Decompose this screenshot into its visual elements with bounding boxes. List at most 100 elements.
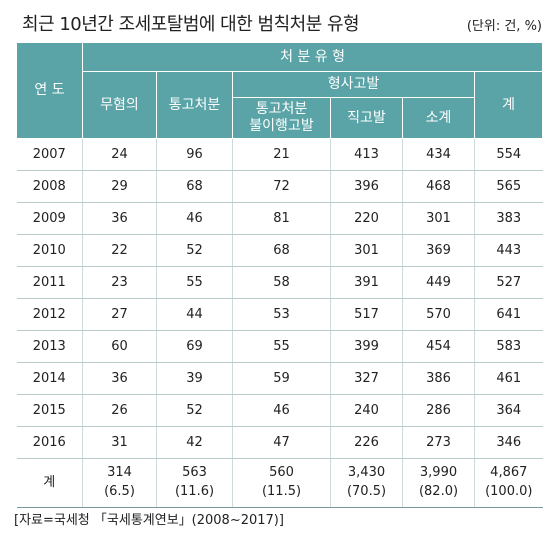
table-row: 2015 26 52 46 240 286 364 [16,394,543,427]
cell-notice: 69 [156,330,233,363]
cell-year: 2015 [16,394,83,427]
cell-non-compliance: 46 [232,394,331,427]
cell-notice: 52 [156,234,233,267]
cell-subtotal: 369 [402,234,475,267]
cell-non-compliance: 68 [232,234,331,267]
table-row: 2007 24 96 21 413 434 554 [16,138,543,171]
total-cell-no-charge: 314 (6.5) [82,458,157,508]
header-subtotal: 소계 [402,97,475,139]
cell-direct: 391 [330,266,403,299]
cell-subtotal: 286 [402,394,475,427]
unit-label: (단위: 건, %) [466,19,542,34]
table-row: 2008 29 68 72 396 468 565 [16,170,543,203]
cell-notice: 96 [156,138,233,171]
cell-total: 565 [473,170,543,203]
cell-subtotal: 301 [402,202,475,235]
cell-total: 583 [473,330,543,363]
cell-direct: 301 [330,234,403,267]
header-notice: 통고처분 [156,71,233,139]
cell-no-charge: 36 [82,202,157,235]
cell-total: 461 [473,362,543,395]
cell-total: 383 [473,202,543,235]
cell-year: 2016 [16,426,83,459]
cell-total: 641 [473,298,543,331]
cell-year: 2014 [16,362,83,395]
table-row: 2009 36 46 81 220 301 383 [16,202,543,235]
cell-no-charge: 27 [82,298,157,331]
total-cell-subtotal: 3,990 (82.0) [402,458,475,508]
header-disposition-type: 처 분 유 형 [81,42,544,72]
cell-direct: 240 [330,394,403,427]
cell-non-compliance: 55 [232,330,331,363]
header-year: 연 도 [16,42,83,139]
cell-direct: 220 [330,202,403,235]
total-cell-notice: 563 (11.6) [156,458,233,508]
total-cell-label: 계 [16,458,83,508]
cell-direct: 399 [330,330,403,363]
cell-direct: 226 [330,426,403,459]
cell-total: 554 [473,138,543,171]
cell-no-charge: 36 [82,362,157,395]
cell-non-compliance: 58 [232,266,331,299]
cell-subtotal: 273 [402,426,475,459]
table-body: 2007 24 96 21 413 434 554 2008 29 68 72 396 468 565 20… [16,138,543,508]
cell-non-compliance: 53 [232,298,331,331]
cell-total: 364 [473,394,543,427]
cell-no-charge: 24 [82,138,157,171]
cell-non-compliance: 47 [232,426,331,459]
header-criminal-complaint: 형사고발 [232,71,475,98]
header-total: 계 [473,71,544,139]
cell-notice: 68 [156,170,233,203]
cell-year: 2012 [16,298,83,331]
header-no-charge: 무혐의 [82,71,157,139]
cell-no-charge: 26 [82,394,157,427]
cell-direct: 327 [330,362,403,395]
cell-non-compliance: 81 [232,202,331,235]
header-direct: 직고발 [330,97,403,139]
cell-direct: 517 [330,298,403,331]
cell-year: 2008 [16,170,83,203]
cell-notice: 55 [156,266,233,299]
cell-direct: 413 [330,138,403,171]
cell-total: 346 [473,426,543,459]
page-title: 최근 10년간 조세포탈범에 대한 범칙처분 유형 [22,14,360,35]
header-non-compliance: 통고처분 불이행고발 [232,97,331,139]
total-cell-non-compliance: 560 (11.5) [232,458,331,508]
cell-non-compliance: 72 [232,170,331,203]
cell-non-compliance: 59 [232,362,331,395]
cell-no-charge: 60 [82,330,157,363]
cell-no-charge: 29 [82,170,157,203]
table-row: 2016 31 42 47 226 273 346 [16,426,543,459]
table-row: 2014 36 39 59 327 386 461 [16,362,543,395]
cell-subtotal: 434 [402,138,475,171]
table-row: 2010 22 52 68 301 369 443 [16,234,543,267]
cell-subtotal: 570 [402,298,475,331]
cell-year: 2013 [16,330,83,363]
cell-non-compliance: 21 [232,138,331,171]
cell-year: 2010 [16,234,83,267]
source-note: [자료=국세청 「국세통계연보」(2008~2017)] [14,513,284,528]
cell-no-charge: 22 [82,234,157,267]
cell-direct: 396 [330,170,403,203]
cell-notice: 44 [156,298,233,331]
table-row: 2012 27 44 53 517 570 641 [16,298,543,331]
total-cell-total: 4,867 (100.0) [473,458,543,508]
disposition-table: 연 도 처 분 유 형 무혐의 통고처분 형사고발 계 통고처분 불이행고발 직… [16,42,544,508]
table-row: 2013 60 69 55 399 454 583 [16,330,543,363]
cell-total: 527 [473,266,543,299]
cell-no-charge: 23 [82,266,157,299]
cell-notice: 39 [156,362,233,395]
cell-year: 2009 [16,202,83,235]
cell-notice: 52 [156,394,233,427]
total-row: 계 314 (6.5) 563 (11.6) 560 (11.5) 3,430 (70.… [16,458,543,508]
cell-subtotal: 454 [402,330,475,363]
cell-subtotal: 449 [402,266,475,299]
table-row: 2011 23 55 58 391 449 527 [16,266,543,299]
cell-no-charge: 31 [82,426,157,459]
cell-year: 2007 [16,138,83,171]
cell-notice: 42 [156,426,233,459]
total-cell-direct: 3,430 (70.5) [330,458,403,508]
cell-total: 443 [473,234,543,267]
cell-subtotal: 386 [402,362,475,395]
cell-subtotal: 468 [402,170,475,203]
